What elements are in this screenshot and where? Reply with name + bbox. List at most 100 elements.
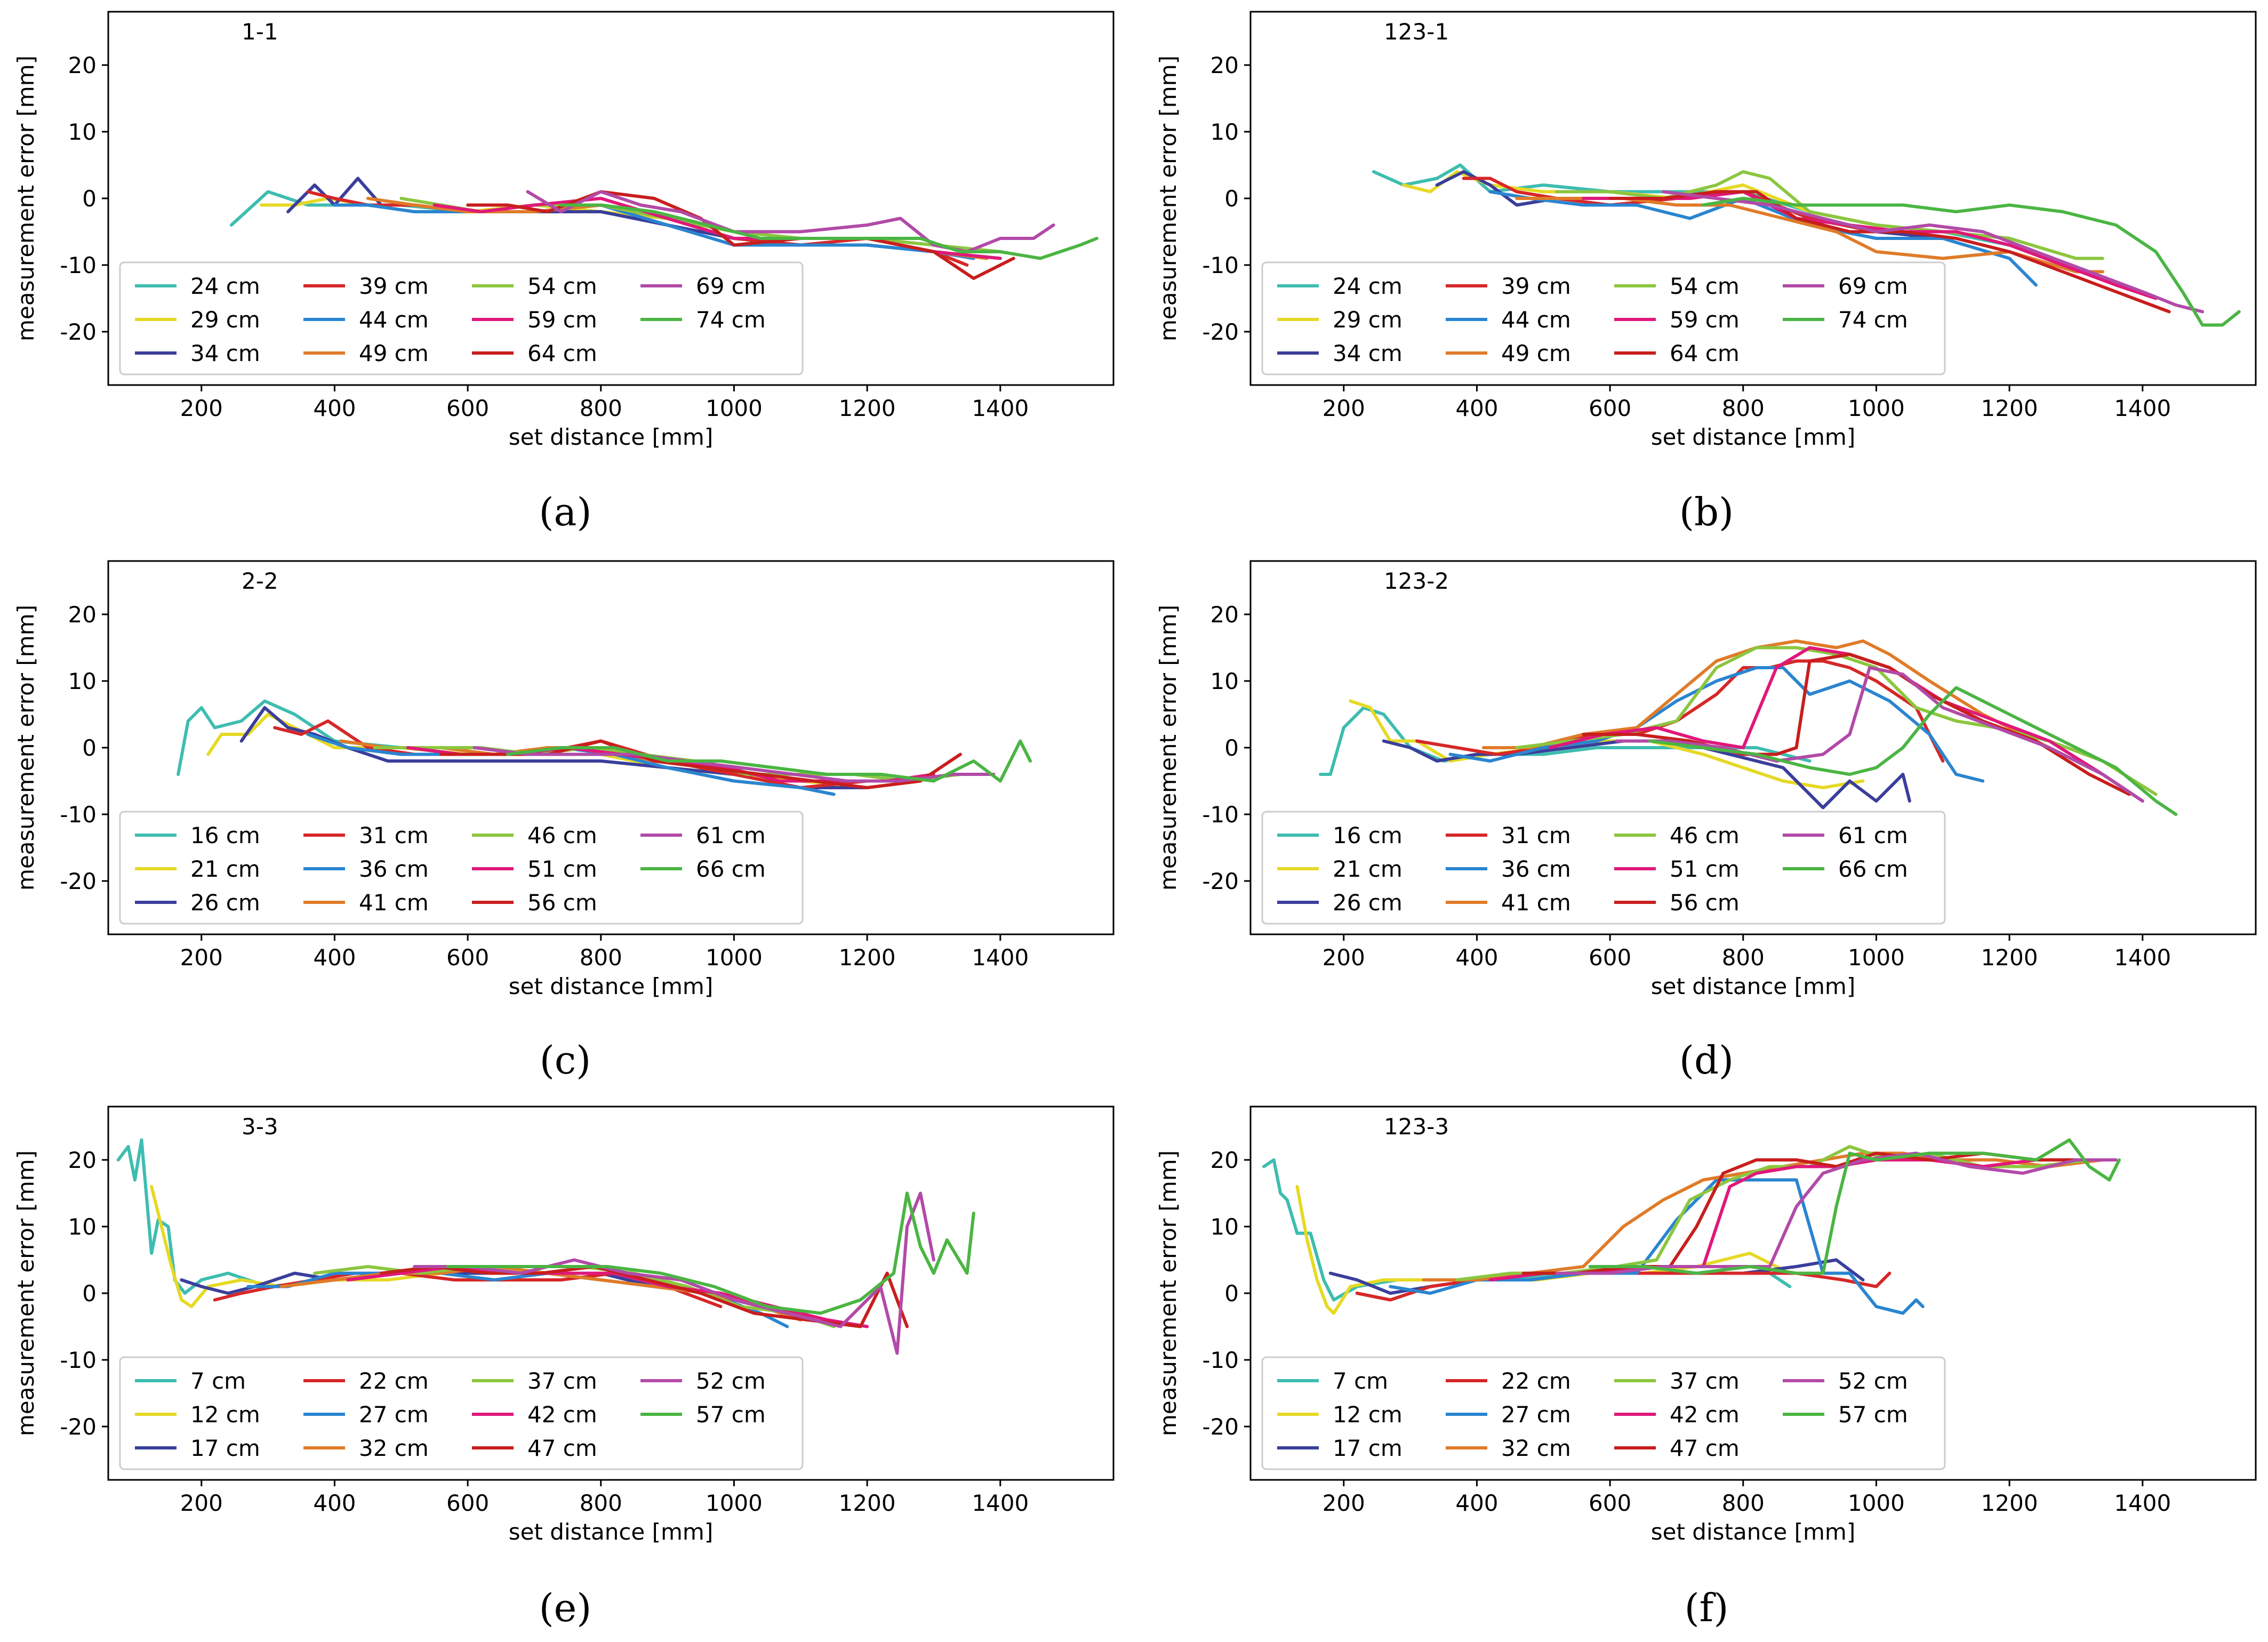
chart-panel: 200 400 600 800 1000 1200 1400 -20 -10 0 10 20 set d… [13,11,1115,534]
x-tick-label: 600 [446,1490,489,1516]
series-line [1555,1151,2118,1275]
y-axis-label: measurement error [mm] [13,605,39,891]
y-tick-label: 0 [1224,186,1239,212]
legend: 24 cm 29 cm 34 cm 39 cm 44 cm 49 cm 54 cm 59 cm… [119,261,804,375]
legend-label: 51 cm [527,856,597,882]
series-line [413,1191,935,1355]
x-tick-label: 1200 [839,395,896,421]
y-axis-label: measurement error [mm] [1155,55,1181,341]
legend-label: 61 cm [1838,822,1908,848]
legend-label: 52 cm [696,1368,766,1394]
legend-label: 44 cm [359,307,429,333]
x-axis-label: set distance [mm] [509,1519,713,1545]
legend-box [119,811,804,925]
x-tick-label: 1400 [2114,1490,2171,1516]
legend-label: 31 cm [1501,822,1571,848]
legend-label: 57 cm [696,1401,766,1428]
x-tick-label: 1200 [1981,1490,2038,1516]
y-tick-label: 20 [68,602,97,628]
legend-label: 64 cm [527,340,597,366]
x-tick-label: 200 [180,944,223,971]
legend: 7 cm 12 cm 17 cm 22 cm 27 cm 32 cm 37 cm 42 cm 4… [119,1356,804,1470]
y-tick-label: -10 [1202,252,1239,278]
series-group [229,177,1099,280]
y-tick-label: -20 [60,319,97,345]
series-group [1262,1138,2121,1315]
legend-label: 54 cm [527,273,597,299]
series-line [1582,190,2158,300]
x-tick-label: 200 [1323,395,1365,421]
series-line [1701,197,2241,327]
x-tick-label: 600 [1589,944,1631,971]
x-axis-label: set distance [mm] [509,973,713,999]
legend-label: 61 cm [696,822,766,848]
legend-label: 66 cm [696,856,766,882]
series-line [506,739,1032,783]
series-line [379,1265,909,1328]
legend-label: 16 cm [190,822,260,848]
y-tick-label: -20 [1202,319,1239,345]
legend-label: 47 cm [1670,1435,1740,1461]
legend-label: 66 cm [1838,856,1908,882]
legend-label: 56 cm [527,890,597,916]
chart-panel: 200 400 600 800 1000 1200 1400 -20 -10 0 10 20 set d… [13,560,1115,1083]
panel-caption: (e) [539,1585,592,1630]
legend-label: 32 cm [359,1435,429,1461]
legend-label: 74 cm [696,307,766,333]
legend-label: 12 cm [1333,1401,1403,1428]
y-tick-label: -10 [60,1347,97,1373]
x-axis-label: set distance [mm] [1651,973,1855,999]
x-tick-label: 1200 [839,1490,896,1516]
chart-title: 3-3 [242,1114,278,1140]
y-tick-label: 0 [82,735,97,761]
y-tick-label: -20 [1202,1414,1239,1440]
chart-title: 123-1 [1384,19,1449,45]
panel-caption: (b) [1679,490,1734,534]
x-tick-label: 1200 [839,944,896,971]
x-tick-label: 400 [1455,1490,1498,1516]
series-line [1588,1138,2121,1275]
legend-label: 59 cm [1670,307,1740,333]
y-tick-label: 0 [1224,735,1239,761]
x-tick-label: 400 [313,1490,356,1516]
y-tick-label: 20 [1211,52,1239,78]
legend-label: 17 cm [190,1435,260,1461]
legend-label: 49 cm [1501,340,1571,366]
legend-label: 12 cm [190,1401,260,1428]
series-line [1415,659,1945,763]
legend-label: 7 cm [190,1368,246,1394]
legend-label: 69 cm [696,273,766,299]
y-tick-label: -20 [60,868,97,894]
y-axis-label: measurement error [mm] [1155,1150,1181,1436]
y-tick-label: 10 [68,668,97,694]
y-tick-label: 10 [1211,668,1239,694]
series-line [1648,686,2178,816]
legend-label: 49 cm [359,340,429,366]
y-tick-label: -20 [60,1414,97,1440]
y-tick-label: -10 [1202,802,1239,828]
legend: 7 cm 12 cm 17 cm 22 cm 27 cm 32 cm 37 cm 42 cm 4… [1261,1356,1946,1470]
legend: 16 cm 21 cm 26 cm 31 cm 36 cm 41 cm 46 cm 51 cm… [119,811,804,925]
legend-label: 27 cm [1501,1401,1571,1428]
legend-label: 26 cm [1333,890,1403,916]
chart-panel: 200 400 600 800 1000 1200 1400 -20 -10 0 10 20 set d… [13,1106,1115,1630]
chart-panel: 200 400 600 800 1000 1200 1400 -20 -10 0 10 20 set d… [1155,560,2257,1083]
legend-label: 24 cm [190,273,260,299]
y-tick-label: 0 [1224,1280,1239,1307]
panel-caption: (c) [540,1038,591,1083]
legend-label: 37 cm [527,1368,597,1394]
y-tick-label: 10 [68,119,97,145]
x-tick-label: 1000 [1848,395,1905,421]
legend-label: 29 cm [1333,307,1403,333]
series-line [526,190,1055,253]
legend-label: 22 cm [1501,1368,1571,1394]
x-tick-label: 1000 [1848,944,1905,971]
legend-label: 34 cm [1333,340,1403,366]
legend-label: 74 cm [1838,307,1908,333]
series-group [1319,639,2178,816]
series-line [333,203,975,260]
x-tick-label: 400 [313,395,356,421]
panel-caption: (d) [1679,1038,1734,1083]
y-tick-label: 20 [68,52,97,78]
legend-label: 27 cm [359,1401,429,1428]
